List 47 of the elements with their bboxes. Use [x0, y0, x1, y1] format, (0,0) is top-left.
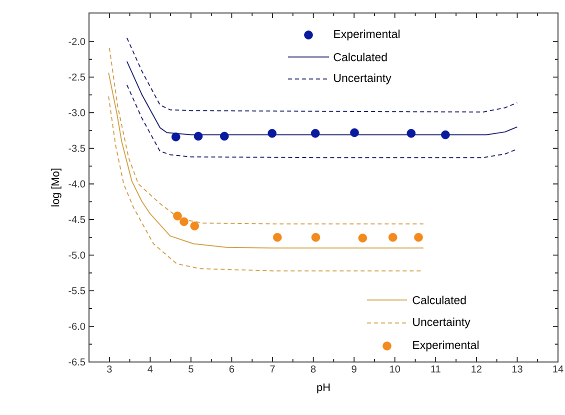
x-tick-label: 7: [270, 366, 275, 372]
legend-label: Experimental: [413, 340, 479, 352]
y-tick-label: -3.5: [68, 144, 86, 152]
legend-label: Calculated: [412, 296, 466, 304]
x-tick-label: 13: [512, 366, 522, 373]
x-tick-label: 9: [352, 366, 356, 373]
point: [350, 128, 359, 138]
x-tick-label: 6: [229, 366, 234, 373]
point: [311, 232, 320, 242]
point: [180, 217, 188, 226]
y-tick-label: -5.0: [68, 252, 86, 259]
x-axis-title: pH: [317, 383, 330, 394]
point: [441, 130, 450, 140]
legend-label: Calculated: [334, 52, 387, 62]
point: [358, 234, 368, 242]
legend-label: Uncertainty: [413, 318, 470, 328]
x-tick-label: 3: [106, 366, 112, 373]
y-tick-label: -5.5: [68, 287, 86, 294]
point: [406, 128, 416, 138]
y-tick-label: -4.0: [68, 180, 86, 188]
x-tick-label: 12: [472, 366, 482, 372]
point: [268, 128, 277, 138]
y-tick-label: -4.5: [68, 216, 86, 224]
x-tick-label: 8: [310, 366, 316, 373]
point: [273, 232, 282, 242]
point: [194, 132, 203, 141]
point: [388, 232, 398, 242]
x-tick-label: 5: [188, 366, 194, 372]
point: [190, 222, 200, 230]
x-tick-label: 14: [553, 366, 564, 372]
y-tick-label: -2.5: [68, 74, 86, 81]
x-tick-label: 10: [390, 366, 400, 373]
y-tick-label: -6.0: [68, 322, 86, 330]
point: [173, 212, 182, 220]
y-axis-title: log [Mo]: [51, 168, 62, 206]
legend-label: Experimental: [334, 30, 400, 40]
line-series: [126, 84, 518, 158]
y-tick-label: -3.0: [68, 109, 86, 116]
x-tick-label: 4: [148, 366, 153, 372]
point: [414, 232, 423, 242]
legend-label: Uncertainty: [334, 74, 392, 84]
point: [171, 132, 180, 142]
point: [310, 128, 320, 138]
y-tick-label: -6.5: [68, 358, 86, 366]
x-tick-label: 11: [431, 366, 440, 372]
y-tick-label: -2.0: [68, 38, 86, 46]
point: [220, 132, 229, 141]
